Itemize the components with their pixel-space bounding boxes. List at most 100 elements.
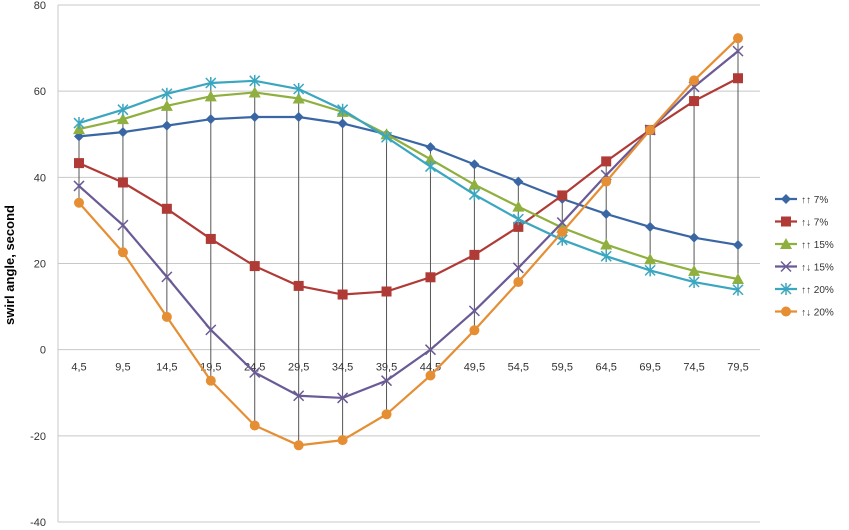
data-point [469,325,480,336]
y-tick-label: -40 [30,517,46,529]
x-tick-label: 29,5 [288,362,309,374]
data-point [512,262,524,274]
series-5 [73,74,744,296]
data-point [161,311,172,322]
series-line [78,91,739,281]
x-tick-label: 59,5 [552,362,573,374]
legend-item: ↑↑ 7% [775,194,828,206]
data-point [337,289,348,300]
data-point [732,45,744,57]
legend-marker [781,306,791,317]
data-point [249,74,261,87]
y-tick-label: -20 [30,431,46,443]
series-line [78,77,739,296]
data-point [249,112,260,123]
legend-label: ↑↑ 7% [801,195,828,206]
data-point [424,153,437,165]
x-tick-label: 54,5 [508,362,529,374]
x-tick-label: 74,5 [683,362,704,374]
data-point [469,249,480,260]
data-point [601,208,612,219]
data-point [424,344,436,356]
x-tick-label: 34,5 [332,362,353,374]
data-point [557,227,568,238]
y-axis-label: swirl angle, second [2,205,17,325]
series-2 [74,73,743,300]
series-line [78,115,739,247]
data-point [689,75,700,86]
data-point [205,324,217,336]
data-point [381,286,392,297]
x-tick-label: 19,5 [200,362,221,374]
data-point [293,280,304,291]
legend-marker [780,238,792,249]
data-point [425,370,436,381]
series-line [78,37,739,447]
x-tick-label: 14,5 [156,362,177,374]
data-point [468,178,481,190]
legend-label: ↑↓ 15% [801,263,834,274]
data-point [248,86,261,98]
x-tick-label: 9,5 [115,362,130,374]
y-tick-label: 60 [34,86,46,98]
data-point [293,390,305,402]
data-point [205,114,216,125]
data-point [161,203,172,214]
data-point [117,177,128,188]
data-point [381,375,393,387]
data-point [117,219,129,231]
legend-item: ↑↑ 20% [775,283,834,296]
data-point [645,124,656,135]
data-point [600,250,612,263]
data-point [73,180,85,192]
data-point [600,238,613,250]
series-line [78,79,739,291]
data-point [337,392,349,404]
legend-label: ↑↓ 20% [801,308,834,319]
legend-item: ↑↓ 15% [775,260,834,274]
data-point [161,120,172,131]
legend-label: ↑↓ 7% [801,218,828,229]
data-point [601,176,612,187]
legend-marker [780,260,792,273]
data-point [645,221,656,232]
data-point [204,90,217,102]
data-point [513,221,524,232]
data-point [469,159,480,170]
data-point [337,435,348,446]
data-point [424,160,436,173]
data-point [689,96,700,107]
data-point [117,247,128,258]
data-point [249,366,261,379]
x-tick-label: 69,5 [639,362,660,374]
y-tick-label: 40 [34,172,46,184]
data-point [293,83,305,96]
series-3 [73,86,744,285]
data-point [249,420,260,431]
data-point [601,156,612,167]
data-point [117,127,128,138]
x-tick-label: 79,5 [727,362,748,374]
data-point [468,188,480,201]
legend-item: ↑↓ 20% [775,306,834,319]
y-tick-label: 80 [34,0,46,12]
legend-marker [781,216,791,227]
data-point [468,305,480,317]
legend-item: ↑↑ 15% [775,238,834,251]
x-tick-label: 49,5 [464,362,485,374]
data-point [381,409,392,420]
data-point [688,276,700,289]
data-point [425,272,436,283]
data-point [293,440,304,451]
x-tick-label: 64,5 [595,362,616,374]
data-point [644,264,656,277]
data-point [513,277,524,288]
data-point [249,261,260,272]
data-point [74,197,84,208]
legend-marker [780,283,792,295]
data-point [161,87,173,100]
y-tick-label: 20 [34,259,46,271]
legend-marker [781,194,791,204]
